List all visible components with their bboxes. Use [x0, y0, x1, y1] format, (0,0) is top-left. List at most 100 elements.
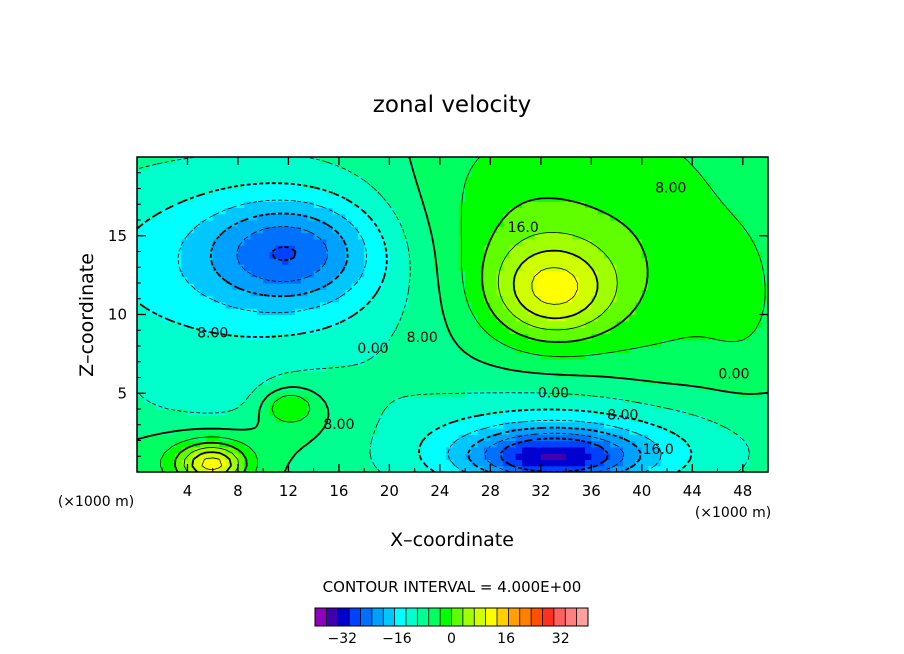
- field-cell: [181, 295, 189, 303]
- field-cell: [282, 194, 290, 202]
- field-cell: [717, 427, 725, 435]
- field-cell: [420, 453, 428, 460]
- field-cell: [585, 264, 592, 271]
- field-cell: [345, 358, 353, 366]
- field-cell: [345, 346, 353, 353]
- field-cell: [193, 459, 201, 467]
- field-cell: [414, 320, 422, 328]
- field-cell: [282, 289, 290, 297]
- field-cell: [685, 409, 693, 416]
- field-cell: [477, 301, 485, 309]
- field-cell: [414, 358, 422, 366]
- field-cell: [534, 289, 542, 297]
- field-cell: [534, 220, 542, 227]
- field-cell: [603, 314, 611, 322]
- field-cell: [559, 270, 567, 278]
- field-cell: [585, 358, 592, 366]
- field-cell: [263, 163, 271, 171]
- field-cell: [534, 257, 542, 265]
- field-cell: [749, 207, 756, 215]
- field-cell: [364, 207, 372, 215]
- field-cell: [635, 201, 643, 208]
- field-cell: [237, 383, 245, 391]
- field-cell: [597, 440, 605, 448]
- field-cell: [559, 358, 567, 366]
- field-cell: [155, 377, 163, 385]
- field-cell: [654, 409, 662, 416]
- field-cell: [357, 301, 365, 309]
- field-cell: [143, 276, 151, 284]
- field-cell: [389, 409, 397, 416]
- field-cell: [452, 358, 460, 366]
- field-cell: [641, 402, 649, 410]
- field-cell: [383, 308, 390, 316]
- field-cell: [376, 453, 384, 460]
- field-cell: [338, 207, 346, 215]
- field-cell: [319, 402, 327, 410]
- field-cell: [383, 402, 390, 410]
- field-cell: [351, 465, 359, 472]
- field-cell: [313, 377, 321, 385]
- field-cell: [200, 396, 208, 404]
- field-cell: [181, 383, 189, 391]
- field-cell: [490, 194, 498, 202]
- field-cell: [307, 194, 315, 202]
- field-cell: [231, 264, 239, 271]
- field-cell: [679, 226, 687, 234]
- field-cell: [591, 339, 599, 347]
- field-cell: [427, 276, 435, 284]
- field-cell: [319, 390, 327, 397]
- field-cell: [174, 434, 182, 442]
- field-cell: [250, 283, 258, 290]
- field-cell: [225, 427, 233, 435]
- field-cell: [263, 188, 271, 196]
- field-cell: [408, 283, 416, 290]
- field-cell: [326, 238, 334, 246]
- field-cell: [717, 352, 725, 360]
- field-cell: [332, 427, 340, 435]
- field-cell: [610, 232, 618, 240]
- field-cell: [578, 157, 586, 164]
- field-cell: [162, 459, 170, 467]
- field-cell: [534, 427, 542, 435]
- field-cell: [307, 390, 315, 397]
- field-cell: [629, 289, 637, 297]
- field-cell: [231, 169, 239, 177]
- field-cell: [685, 163, 693, 171]
- field-cell: [364, 402, 372, 410]
- field-cell: [338, 352, 346, 360]
- field-cell: [193, 213, 201, 221]
- field-cell: [629, 264, 637, 271]
- field-cell: [155, 201, 163, 208]
- field-cell: [641, 295, 649, 303]
- field-cell: [585, 421, 592, 429]
- field-cell: [282, 377, 290, 385]
- field-cell: [679, 238, 687, 246]
- field-cell: [755, 421, 763, 429]
- field-cell: [137, 308, 144, 316]
- field-cell: [181, 339, 189, 347]
- field-cell: [357, 327, 365, 334]
- field-cell: [698, 402, 706, 410]
- field-cell: [654, 232, 662, 240]
- field-cell: [351, 175, 359, 183]
- field-cell: [534, 245, 542, 253]
- field-cell: [212, 163, 220, 171]
- field-cell: [149, 163, 157, 171]
- field-cell: [263, 396, 271, 404]
- field-cell: [452, 459, 460, 467]
- field-cell: [585, 283, 592, 290]
- field-cell: [578, 301, 586, 309]
- field-cell: [648, 207, 656, 215]
- field-cell: [275, 383, 283, 391]
- field-cell: [332, 245, 340, 253]
- field-cell: [288, 440, 296, 448]
- field-cell: [749, 314, 756, 322]
- field-cell: [622, 459, 630, 467]
- field-cell: [370, 352, 378, 360]
- field-cell: [301, 465, 308, 472]
- field-cell: [465, 295, 473, 303]
- field-cell: [465, 283, 473, 290]
- field-cell: [685, 358, 693, 366]
- field-cell: [553, 346, 561, 353]
